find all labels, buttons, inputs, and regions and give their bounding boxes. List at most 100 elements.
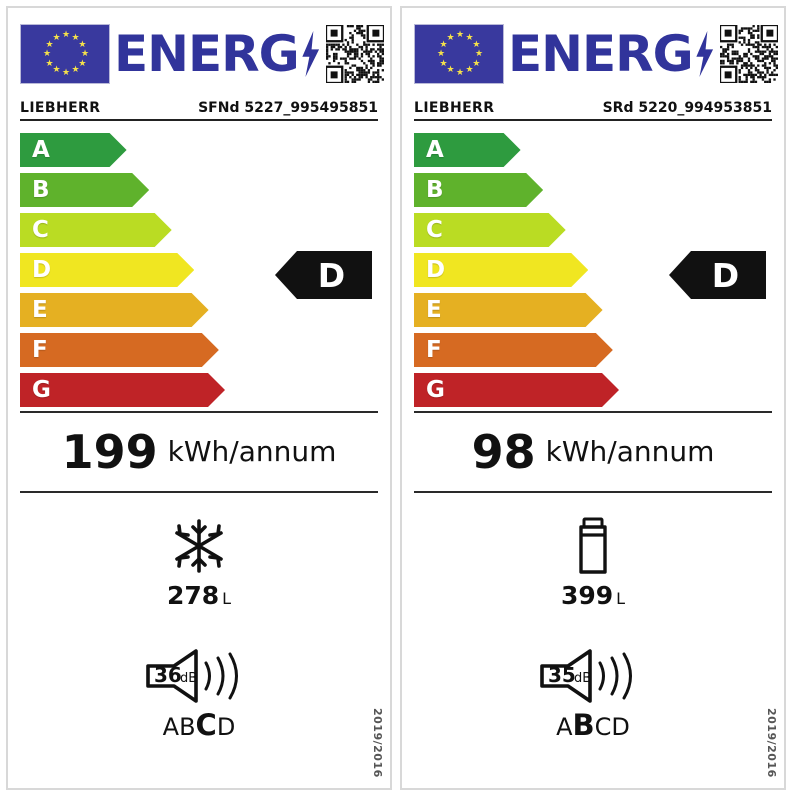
scale-bar-letter: A bbox=[426, 137, 444, 163]
eu-star-icon: ★ bbox=[78, 39, 87, 50]
fridge-volume-value: 399 bbox=[560, 581, 614, 610]
rating-badge: D bbox=[669, 251, 766, 299]
scale-bar-letter: B bbox=[32, 177, 50, 203]
scale-bar-letter: E bbox=[426, 297, 442, 323]
qr-code-icon bbox=[324, 23, 385, 85]
scale-bar-row: D bbox=[20, 253, 225, 287]
brand-name: LIEBHERR bbox=[414, 100, 495, 116]
noise-class-scale: ABCD bbox=[556, 711, 630, 741]
eu-star-icon: ★ bbox=[71, 32, 80, 43]
noise-db-unit-text: dB bbox=[574, 671, 591, 686]
eu-star-icon: ★ bbox=[446, 65, 455, 76]
energy-consumption: 98 kWh/annum bbox=[414, 413, 772, 491]
scale-bar-letter: D bbox=[32, 257, 52, 283]
scale-bar-letter: D bbox=[426, 257, 446, 283]
scale-bar-letter: E bbox=[32, 297, 48, 323]
scale-bar-e: E bbox=[20, 293, 209, 327]
regulation-reference: 2019/2016 bbox=[765, 708, 778, 778]
scale-bar-c: C bbox=[20, 213, 172, 247]
consumption-unit: kWh/annum bbox=[167, 435, 337, 468]
consumption-unit: kWh/annum bbox=[545, 435, 715, 468]
label-header: ★ ★ ★ ★ ★ ★ ★ ★ ★ ★ ★ ★ ENERG bbox=[414, 18, 779, 90]
divider-bottom bbox=[20, 491, 378, 493]
regulation-reference: 2019/2016 bbox=[371, 708, 384, 778]
scale-bar-row: F bbox=[20, 333, 225, 367]
divider-bottom bbox=[414, 491, 772, 493]
eu-star-icon: ★ bbox=[465, 32, 474, 43]
snowflake-icon bbox=[171, 515, 227, 577]
eu-star-icon: ★ bbox=[61, 68, 71, 78]
eu-star-icon: ★ bbox=[42, 49, 52, 59]
eu-star-icon: ★ bbox=[45, 39, 54, 50]
noise-class-scale: ABCD bbox=[163, 711, 236, 741]
brand-row: LIEBHERR SRd 5220_994953851 bbox=[414, 100, 772, 121]
energy-label-card: ★ ★ ★ ★ ★ ★ ★ ★ ★ ★ ★ ★ ENERG LIEBHERR SFNd 5227_99… bbox=[6, 6, 392, 790]
eu-flag-icon: ★ ★ ★ ★ ★ ★ ★ ★ ★ ★ ★ ★ bbox=[20, 24, 110, 84]
noise-classes-after: CD bbox=[594, 713, 630, 741]
eu-star-icon: ★ bbox=[465, 65, 474, 76]
scale-bar-row: A bbox=[20, 133, 225, 167]
eu-star-icon: ★ bbox=[45, 58, 54, 69]
eu-star-icon: ★ bbox=[446, 32, 455, 43]
scale-bar-g: G bbox=[20, 373, 225, 407]
energ-wordmark: ENERG bbox=[504, 28, 716, 80]
lightning-bolt-icon bbox=[302, 31, 320, 77]
rating-letter: D bbox=[711, 255, 740, 295]
scale-bar-row: B bbox=[414, 173, 619, 207]
eu-star-icon: ★ bbox=[436, 49, 446, 59]
lightning-bolt-icon bbox=[696, 31, 714, 77]
eu-star-icon: ★ bbox=[472, 58, 481, 69]
scale-bar-f: F bbox=[20, 333, 219, 367]
qr-code-icon bbox=[718, 23, 779, 85]
noise-classes-after: D bbox=[216, 713, 236, 741]
scale-bar-g: G bbox=[414, 373, 619, 407]
eu-star-icon: ★ bbox=[80, 49, 90, 59]
scale-bar-f: F bbox=[414, 333, 613, 367]
eu-star-icon: ★ bbox=[472, 39, 481, 50]
noise-section: 36 dB ABCD bbox=[144, 648, 254, 740]
eu-star-icon: ★ bbox=[455, 30, 465, 40]
fridge-volume: 399 L bbox=[561, 583, 625, 612]
scale-bar-letter: C bbox=[426, 217, 443, 243]
scale-bar-row: F bbox=[414, 333, 619, 367]
energ-text: ENERG bbox=[508, 25, 694, 83]
energ-wordmark: ENERG bbox=[110, 28, 322, 80]
energ-text: ENERG bbox=[114, 25, 300, 83]
eu-star-icon: ★ bbox=[52, 32, 61, 43]
scale-bar-letter: G bbox=[426, 377, 445, 403]
label-header: ★ ★ ★ ★ ★ ★ ★ ★ ★ ★ ★ ★ ENERG bbox=[20, 18, 385, 90]
noise-class-highlight: B bbox=[572, 708, 595, 742]
scale-bar-d: D bbox=[414, 253, 588, 287]
eu-star-icon: ★ bbox=[71, 65, 80, 76]
divider-top bbox=[414, 411, 772, 413]
scale-bar-d: D bbox=[20, 253, 194, 287]
freezer-volume-unit: L bbox=[222, 589, 232, 608]
scale-bar-row: G bbox=[414, 373, 619, 407]
scale-bar-letter: F bbox=[426, 337, 442, 363]
eu-star-icon: ★ bbox=[439, 39, 448, 50]
rating-badge: D bbox=[275, 251, 372, 299]
eu-star-icon: ★ bbox=[439, 58, 448, 69]
scale-bar-b: B bbox=[20, 173, 149, 207]
scale-bar-row: C bbox=[20, 213, 225, 247]
brand-row: LIEBHERR SFNd 5227_995495851 bbox=[20, 100, 378, 121]
milk-carton-icon bbox=[571, 515, 615, 577]
freezer-volume: 278 L bbox=[167, 583, 231, 612]
scale-bar-letter: G bbox=[32, 377, 51, 403]
scale-bar-c: C bbox=[414, 213, 566, 247]
model-identifier: SFNd 5227_995495851 bbox=[198, 100, 378, 116]
compartments-section: 399 L 35 dB bbox=[414, 493, 772, 780]
scale-bar-row: B bbox=[20, 173, 225, 207]
eu-star-icon: ★ bbox=[474, 49, 484, 59]
noise-class-highlight: C bbox=[195, 708, 217, 742]
consumption-value: 98 bbox=[471, 425, 536, 479]
fridge-compartment: 399 L bbox=[561, 515, 625, 612]
scale-bar-row: E bbox=[414, 293, 619, 327]
noise-section: 35 dB ABCD bbox=[538, 648, 648, 740]
noise-classes-before: A bbox=[556, 713, 573, 741]
speaker-icon: 36 dB bbox=[144, 648, 254, 704]
speaker-icon: 35 dB bbox=[538, 648, 648, 704]
eu-star-icon: ★ bbox=[455, 68, 465, 78]
